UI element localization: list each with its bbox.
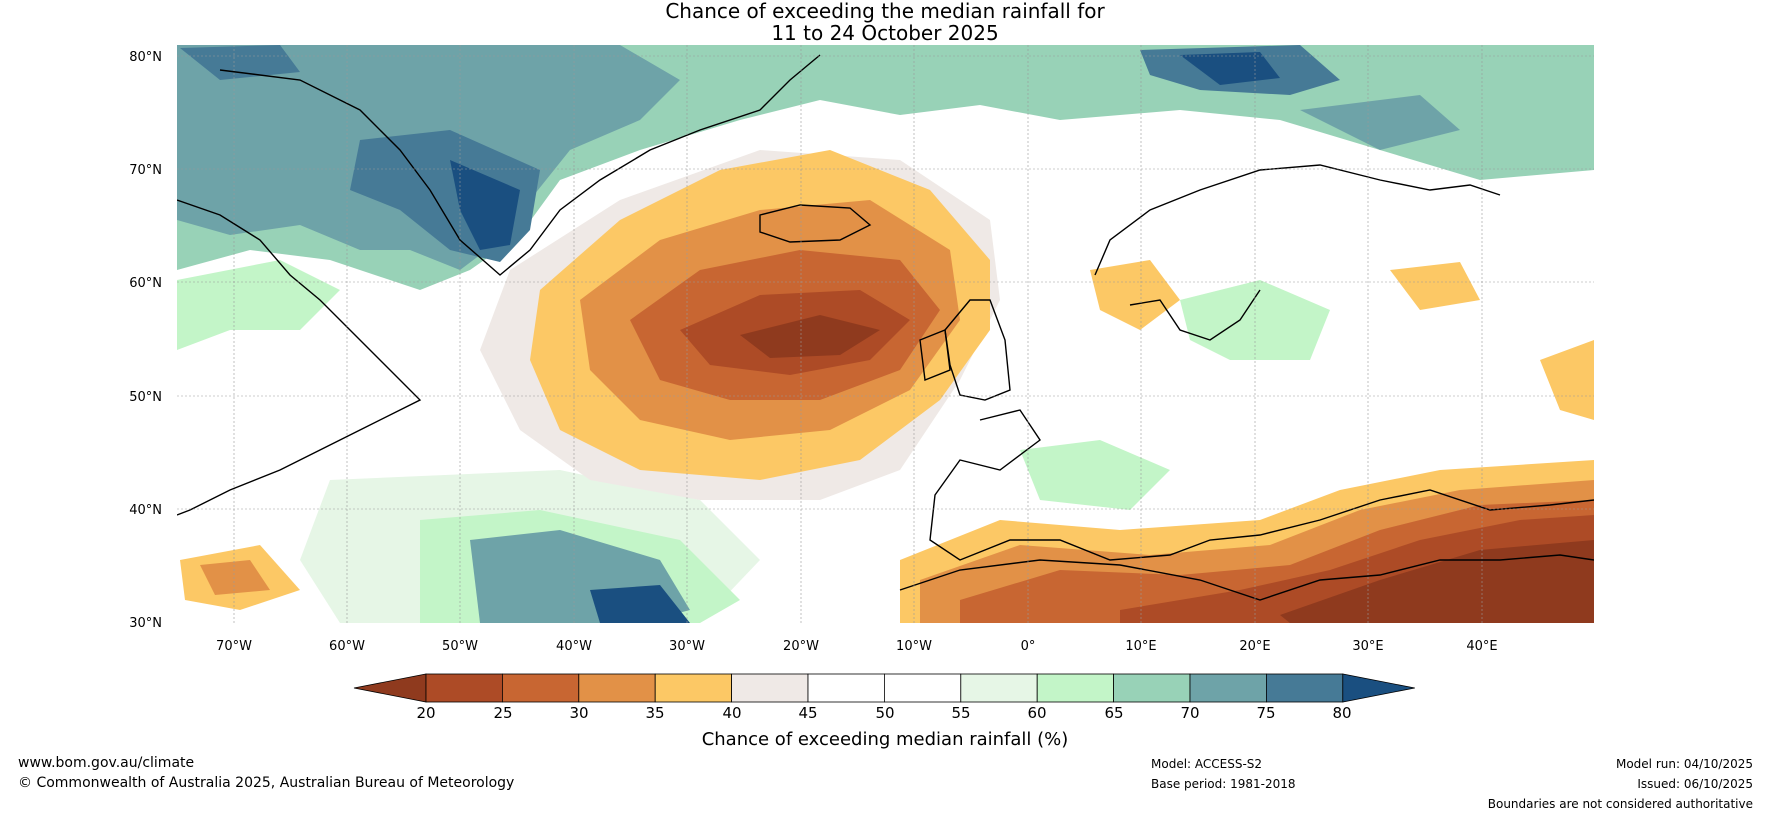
- colorbar-segment: [501, 673, 580, 703]
- colorbar-segment: [1266, 673, 1344, 703]
- lon-label: 50°W: [442, 639, 478, 654]
- colorbar-segment: [1189, 673, 1267, 703]
- gridlines: [177, 45, 1594, 623]
- latitude-labels: 80°N 70°N 60°N 50°N 40°N 30°N: [129, 50, 162, 631]
- lon-label: 10°E: [1125, 639, 1156, 654]
- colorbar-tick: 25: [493, 704, 512, 722]
- blue-south-atlantic: [590, 585, 690, 623]
- lat-label: 40°N: [129, 503, 162, 518]
- colorbar-tick: 80: [1332, 704, 1351, 722]
- lon-label: 40°W: [556, 639, 592, 654]
- colorbar-tick: 40: [722, 704, 741, 722]
- model-name: Model: ACCESS-S2: [1151, 757, 1263, 771]
- colorbar-tick: 60: [1027, 704, 1046, 722]
- colorbar-segment: [1113, 673, 1191, 703]
- colorbar-tick: 55: [951, 704, 970, 722]
- dry-patch-russia: [1390, 262, 1480, 310]
- colorbar-tick-labels: 20 25 30 35 40 45 50 55 60 65 70 75 80: [416, 704, 1351, 722]
- lon-label: 20°W: [783, 639, 819, 654]
- colorbar-segment: [425, 673, 503, 703]
- greenland-core-region: [450, 160, 520, 250]
- colorbar-tick: 70: [1180, 704, 1199, 722]
- longitude-labels: 70°W 60°W 50°W 40°W 30°W 20°W 10°W 0° 10…: [216, 639, 1498, 654]
- dry-patch-scandinavia: [1090, 260, 1180, 330]
- colorbar-segment: [731, 673, 809, 703]
- lon-label: 60°W: [329, 639, 365, 654]
- boundaries-disclaimer: Boundaries are not considered authoritat…: [1487, 797, 1753, 811]
- north-blue-patch-2: [1180, 52, 1280, 85]
- north-blue-patch-3: [1300, 95, 1460, 150]
- colorbar-tick: 50: [875, 704, 894, 722]
- lat-label: 60°N: [129, 276, 162, 291]
- model-run-date: Model run: 04/10/2025: [1615, 757, 1753, 771]
- colorbar-tick: 30: [569, 704, 588, 722]
- dry-africa-core: [1280, 540, 1594, 623]
- colorbar-extension-high: [1342, 673, 1415, 703]
- map-title-line-1: Chance of exceeding the median rainfall …: [665, 0, 1105, 23]
- colorbar-extension-low: [353, 673, 427, 703]
- colorbar-tick: 35: [645, 704, 664, 722]
- colorbar-segment: [807, 673, 885, 703]
- issued-date: Issued: 06/10/2025: [1637, 777, 1753, 791]
- light-green-europe: [1180, 280, 1330, 360]
- colorbar-tick: 20: [416, 704, 435, 722]
- map-title-line-2: 11 to 24 October 2025: [771, 21, 999, 45]
- lat-label: 80°N: [129, 50, 162, 65]
- north-blue-patch-4: [180, 45, 300, 80]
- colorbar-segment: [960, 673, 1038, 703]
- dry-atlantic-core: [740, 315, 880, 358]
- dry-patch-southwest-2: [200, 560, 270, 595]
- lon-label: 70°W: [216, 639, 252, 654]
- lat-label: 50°N: [129, 390, 162, 405]
- colorbar-label: Chance of exceeding median rainfall (%): [702, 729, 1069, 750]
- light-green-med: [1020, 440, 1170, 510]
- colorbar-segment: [884, 673, 962, 703]
- colorbar: [353, 673, 1415, 703]
- base-period: Base period: 1981-2018: [1151, 777, 1296, 791]
- website-link[interactable]: www.bom.gov.au/climate: [18, 755, 195, 771]
- colorbar-segment: [1036, 673, 1114, 703]
- dry-patch-east: [1540, 340, 1594, 420]
- colorbar-segment: [578, 673, 656, 703]
- lon-label: 40°E: [1466, 639, 1497, 654]
- coastlines: [177, 54, 1594, 601]
- lon-label: 10°W: [896, 639, 932, 654]
- colorbar-tick: 45: [798, 704, 817, 722]
- lon-label: 20°E: [1239, 639, 1270, 654]
- lon-label: 0°: [1021, 639, 1036, 654]
- colorbar-segment: [654, 673, 733, 703]
- colorbar-tick: 75: [1256, 704, 1275, 722]
- rainfall-field: [177, 45, 1594, 623]
- copyright-notice: © Commonwealth of Australia 2025, Austra…: [18, 775, 515, 791]
- lon-label: 30°E: [1352, 639, 1383, 654]
- lon-label: 30°W: [669, 639, 705, 654]
- colorbar-tick: 65: [1104, 704, 1123, 722]
- lat-label: 30°N: [129, 616, 162, 631]
- lat-label: 70°N: [129, 163, 162, 178]
